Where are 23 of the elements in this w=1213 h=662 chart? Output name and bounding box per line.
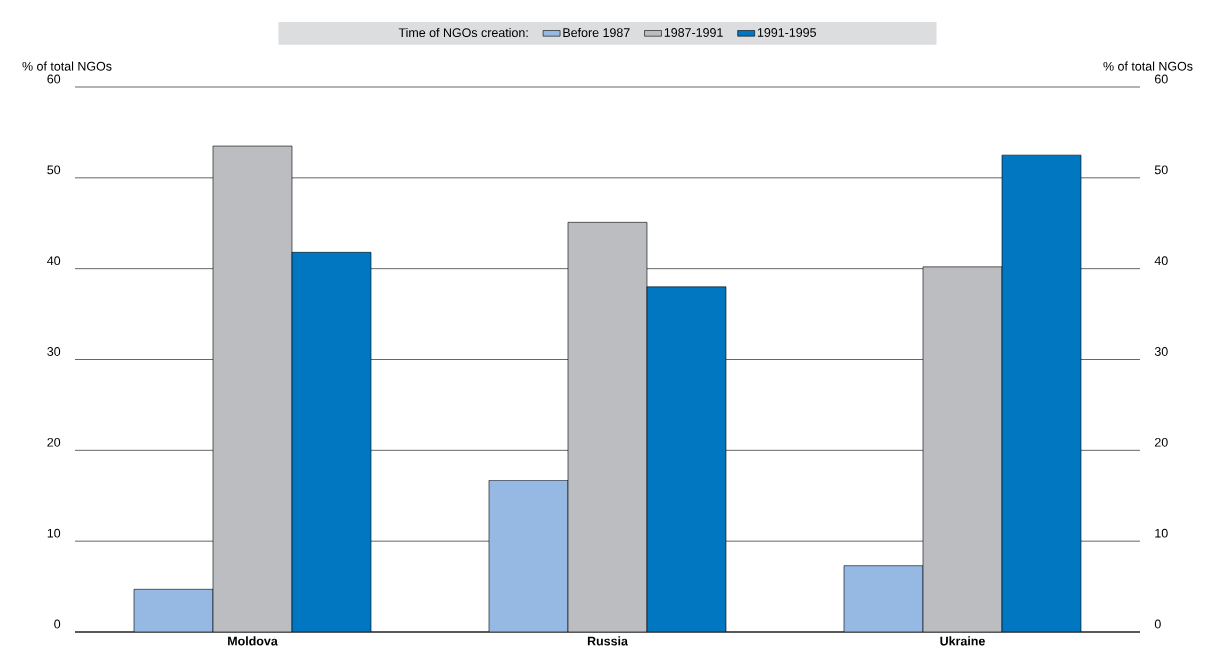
y-tick-label: 10 — [47, 528, 61, 538]
x-tick-label: Russia — [587, 636, 628, 646]
y-tick-label: 40 — [47, 256, 61, 266]
y2-tick-label: 30 — [1154, 347, 1168, 356]
y-tick-label: 20 — [47, 437, 61, 447]
x-tick-label: Moldova — [228, 636, 278, 646]
y-tick-label: 50 — [47, 165, 61, 175]
legend-label: Before 1987 — [563, 27, 630, 38]
legend-title: Time of NGOs creation: — [398, 27, 528, 38]
legend-label: 1991-1995 — [757, 28, 816, 37]
y-tick-label: 0 — [54, 619, 61, 629]
y2-tick-label: 0 — [1154, 619, 1161, 629]
y2-tick-label: 60 — [1154, 74, 1168, 84]
legend-label: 1987-1991 — [664, 28, 723, 37]
y-tick-label: 60 — [47, 74, 61, 84]
y2-tick-label: 50 — [1154, 165, 1168, 175]
x-tick-label: Ukraine — [940, 636, 985, 646]
y-tick-label: 30 — [47, 347, 61, 356]
y2-tick-label: 10 — [1155, 528, 1168, 538]
y-axis-title: % of total NGOs — [22, 61, 112, 71]
y2-tick-label: 20 — [1154, 437, 1168, 447]
y2-axis-title: % of total NGOs — [1103, 61, 1193, 71]
y2-tick-label: 40 — [1154, 256, 1168, 266]
